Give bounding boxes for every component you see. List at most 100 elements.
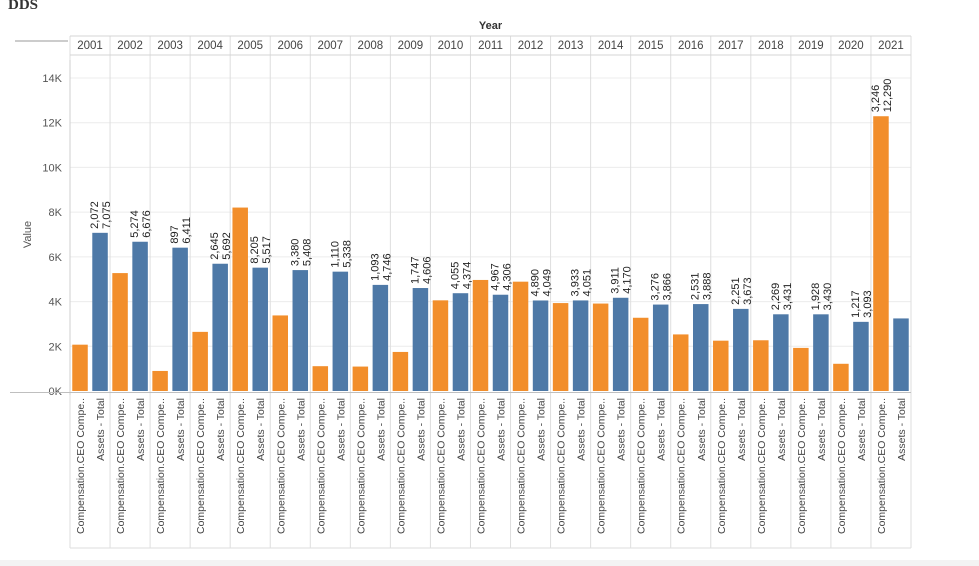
x-category-label: Assets - Total	[896, 398, 908, 461]
year-label: 2001	[77, 40, 103, 52]
data-label: 2,251	[730, 277, 742, 305]
year-label: 2017	[718, 40, 744, 52]
data-label: 2,645	[209, 232, 221, 260]
data-label: 897	[169, 225, 181, 243]
year-label: 2006	[277, 40, 303, 52]
bar-compensation	[632, 317, 649, 391]
bar-compensation	[312, 366, 329, 391]
bar-compensation	[232, 207, 248, 391]
data-label: 3,380	[289, 239, 301, 267]
x-category-label: Compensation.CEO Compe..	[796, 398, 808, 534]
bar-assets	[532, 300, 549, 391]
year-label: 2015	[638, 40, 664, 52]
data-label: 3,673	[742, 277, 754, 305]
y-tick-label: 14K	[42, 73, 62, 85]
gridlines	[69, 36, 912, 548]
data-label: 1,928	[810, 283, 822, 311]
data-label: 5,274	[129, 210, 141, 238]
data-label: 5,338	[341, 240, 353, 268]
x-category-label: Compensation.CEO Compe..	[275, 398, 287, 534]
data-label: 12,290	[882, 79, 894, 113]
y-tick-label: 6K	[49, 252, 63, 264]
x-category-label: Compensation.CEO Compe..	[75, 398, 87, 534]
bar-compensation	[272, 315, 288, 391]
bar-assets	[132, 241, 148, 391]
year-label: 2010	[438, 40, 464, 52]
bar-assets	[693, 304, 709, 391]
bar-assets	[412, 288, 429, 391]
x-category-label: Compensation.CEO Compe..	[435, 398, 447, 534]
data-label: 2,072	[89, 201, 101, 229]
x-category-label: Compensation.CEO Compe..	[836, 398, 848, 534]
x-category-label: Assets - Total	[135, 398, 147, 461]
x-category-label: Assets - Total	[455, 398, 467, 461]
data-label: 6,676	[141, 210, 153, 238]
bar-assets	[773, 314, 789, 391]
x-category-label: Assets - Total	[816, 398, 828, 461]
data-label: 3,933	[570, 269, 582, 297]
x-category-label: Assets - Total	[576, 398, 588, 461]
data-label: 5,692	[221, 232, 233, 260]
x-category-label: Assets - Total	[415, 398, 427, 461]
year-label: 2018	[758, 40, 784, 52]
bar-compensation	[512, 281, 529, 391]
bar-compensation	[873, 116, 889, 391]
data-label: 2,269	[770, 283, 782, 311]
bar-compensation	[152, 370, 168, 391]
bar-compensation	[352, 366, 369, 391]
data-label: 5,517	[261, 236, 273, 264]
year-label: 2004	[197, 40, 223, 52]
year-label: 2007	[318, 40, 344, 52]
x-category-label: Assets - Total	[255, 398, 267, 461]
x-category-label: Assets - Total	[536, 398, 548, 461]
data-label: 1,110	[329, 241, 341, 268]
data-label: 2,531	[690, 273, 702, 301]
x-category-label: Assets - Total	[295, 398, 307, 461]
x-category-label: Compensation.CEO Compe..	[756, 398, 768, 534]
data-label: 3,888	[702, 273, 714, 301]
bar-compensation	[753, 340, 769, 391]
x-category-label: Assets - Total	[175, 398, 187, 461]
bar-compensation	[72, 344, 88, 391]
x-category-label: Compensation.CEO Compe..	[395, 398, 407, 534]
bar-assets	[372, 284, 389, 391]
bar-assets	[853, 321, 869, 391]
data-label: 5,408	[301, 239, 313, 267]
data-label: 3,911	[610, 267, 622, 294]
bar-compensation	[833, 363, 849, 391]
bar-compensation	[472, 279, 489, 391]
bar-assets	[212, 263, 228, 391]
year-label: 2005	[237, 40, 263, 52]
x-category-label: Compensation.CEO Compe..	[876, 398, 888, 534]
year-label: 2019	[798, 40, 824, 52]
x-category-label: Compensation.CEO Compe..	[195, 398, 207, 534]
sheet-title: DDS	[8, 0, 39, 13]
bar-assets	[893, 318, 909, 391]
data-label: 3,246	[870, 85, 882, 113]
bar-compensation	[672, 334, 689, 391]
data-label: 3,276	[650, 273, 662, 301]
data-label: 4,890	[530, 269, 542, 297]
data-label: 4,606	[421, 256, 433, 284]
data-label: 4,306	[502, 263, 514, 291]
bars: 2,072 7,075 5,274 6,676 897 6,411 2,645 5,692 8,…	[72, 79, 909, 391]
bar-assets	[452, 293, 469, 391]
data-label: 4,055	[449, 262, 461, 290]
y-tick-label: 4K	[49, 297, 63, 309]
year-label: 2012	[518, 40, 544, 52]
x-category-label: Compensation.CEO Compe..	[516, 398, 528, 534]
data-label: 1,093	[369, 253, 381, 281]
bar-assets	[292, 270, 309, 391]
bar-assets	[492, 294, 509, 391]
year-label: 2016	[678, 40, 704, 52]
data-label: 3,430	[822, 283, 834, 311]
year-label: 2003	[157, 40, 183, 52]
x-category-label: Compensation.CEO Compe..	[596, 398, 608, 534]
bar-compensation	[592, 303, 609, 391]
bar-compensation	[793, 347, 809, 391]
bar-compensation	[552, 303, 569, 391]
x-category-label: Compensation.CEO Compe..	[355, 398, 367, 534]
x-category-label: Assets - Total	[335, 398, 347, 461]
y-axis-label: Value	[22, 221, 34, 248]
data-label: 1,217	[850, 290, 862, 318]
